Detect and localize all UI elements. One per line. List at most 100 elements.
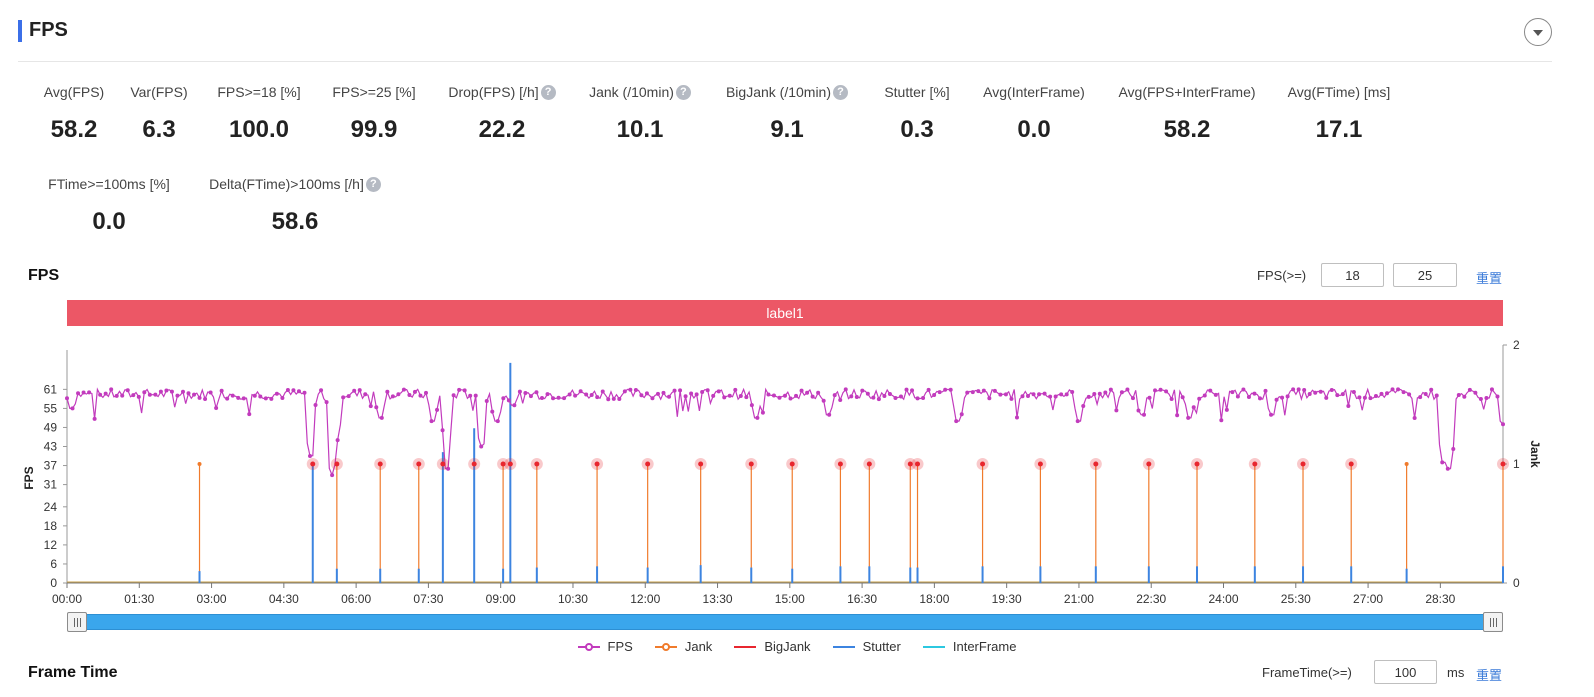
fps-point [1335, 393, 1340, 398]
fps-point [131, 393, 136, 398]
frametime-threshold-input[interactable] [1374, 660, 1437, 684]
fps-point [412, 389, 417, 394]
fps-point [247, 412, 252, 417]
fps-point [534, 390, 539, 395]
help-icon[interactable]: ? [540, 84, 556, 100]
x-tick-label: 10:30 [558, 592, 588, 606]
fps-point [308, 454, 313, 459]
fps-point [214, 406, 219, 411]
fps-point [158, 389, 163, 394]
metric-value: 22.2 [478, 116, 526, 143]
slider-right-handle[interactable] [1483, 612, 1503, 632]
fps-point [175, 393, 180, 398]
metric-metrics_row1-0: Avg(FPS) 58.2 [0, 84, 174, 144]
fps-point [1003, 392, 1008, 397]
fps-point [192, 392, 197, 397]
fps-point [473, 393, 478, 398]
slider-left-handle[interactable] [67, 612, 87, 632]
fps-point [799, 388, 804, 393]
fps-point [1158, 387, 1163, 392]
collapse-button[interactable] [1524, 18, 1552, 46]
fps-point [1346, 403, 1351, 408]
fps-point [921, 396, 926, 401]
bigjank-point [507, 461, 513, 467]
fps-point [368, 404, 373, 409]
fps-point [562, 396, 567, 401]
fps-point [1467, 387, 1472, 392]
fps-point [843, 387, 848, 392]
metric-label: Stutter [%] [884, 84, 949, 100]
metric-label: Delta(FTime)>100ms [/h]? [209, 176, 381, 192]
fps-point [1285, 394, 1290, 399]
fps-threshold-low-input[interactable] [1321, 263, 1384, 287]
fps-point [821, 398, 826, 403]
fps-threshold-high-input[interactable] [1393, 263, 1457, 287]
label-band[interactable]: label1 [67, 300, 1503, 326]
fps-point [87, 390, 92, 395]
fps-point [1097, 391, 1102, 396]
fps-reset-link[interactable]: 重置 [1476, 271, 1503, 286]
x-tick-label: 12:00 [630, 592, 660, 606]
fps-point [584, 392, 589, 397]
x-tick-label: 13:30 [703, 592, 733, 606]
fps-point [1329, 387, 1334, 392]
fps-point [451, 393, 456, 398]
metric-value: 17.1 [1315, 116, 1363, 143]
fps-point [1484, 396, 1489, 401]
fps-point [313, 403, 318, 408]
x-tick-label: 22:30 [1136, 592, 1166, 606]
fps-point [865, 391, 870, 396]
legend-swatch [922, 642, 945, 652]
metric-label: Var(FPS) [130, 84, 187, 100]
metric-label-text: FTime>=100ms [%] [48, 176, 170, 192]
header-accent-bar [18, 20, 22, 42]
bigjank-point [1146, 461, 1152, 467]
fps-point [98, 392, 103, 397]
help-icon[interactable]: ? [675, 84, 691, 100]
fps-point [76, 391, 81, 396]
fps-point [446, 466, 451, 471]
x-tick-label: 01:30 [124, 592, 154, 606]
help-icon[interactable]: ? [365, 176, 381, 192]
legend-item-bigjank[interactable]: BigJank [734, 639, 811, 654]
fps-point [700, 390, 705, 395]
help-icon[interactable]: ? [833, 84, 849, 100]
legend-item-fps[interactable]: FPS [577, 639, 633, 654]
frametime-reset-link[interactable]: 重置 [1476, 668, 1503, 683]
fps-point [401, 387, 406, 392]
fps-point [291, 388, 296, 393]
legend-item-interframe[interactable]: InterFrame [922, 639, 1016, 654]
legend-swatch [832, 642, 855, 652]
frametime-threshold-label: FrameTime(>=) [1262, 665, 1352, 680]
metric-label-text: Avg(FPS+InterFrame) [1118, 84, 1256, 100]
panel-title: FPS [29, 19, 68, 41]
fps-point [1037, 392, 1042, 397]
fps-point [379, 415, 384, 420]
fps-point [1396, 387, 1401, 392]
fps-point [1130, 396, 1135, 401]
fps-point [180, 389, 185, 394]
frametime-section-title: Frame Time [28, 664, 118, 681]
x-tick-label: 24:00 [1208, 592, 1238, 606]
metric-value: 58.2 [50, 116, 98, 143]
fps-point [65, 396, 69, 401]
metric-label-text: Delta(FTime)>100ms [/h] [209, 176, 364, 192]
metric-label: Drop(FPS) [/h]? [448, 84, 556, 100]
fps-point [341, 395, 346, 400]
x-tick-label: 04:30 [269, 592, 299, 606]
fps-point [1291, 387, 1296, 392]
metric-metrics_row2-1: Delta(FTime)>100ms [/h]? 58.6 [195, 176, 395, 236]
fps-point [1219, 418, 1224, 423]
legend-swatch [654, 642, 677, 652]
range-slider[interactable] [67, 612, 1503, 632]
fps-point [1373, 394, 1378, 399]
legend-item-jank[interactable]: Jank [654, 639, 712, 654]
fps-point [1153, 388, 1158, 393]
fps-point [910, 388, 915, 393]
fps-point [1186, 415, 1191, 420]
metric-label: Avg(FTime) [ms] [1288, 84, 1391, 100]
fps-threshold-label: FPS(>=) [1257, 268, 1307, 283]
fps-point [711, 393, 716, 398]
legend-item-stutter[interactable]: Stutter [832, 639, 901, 654]
